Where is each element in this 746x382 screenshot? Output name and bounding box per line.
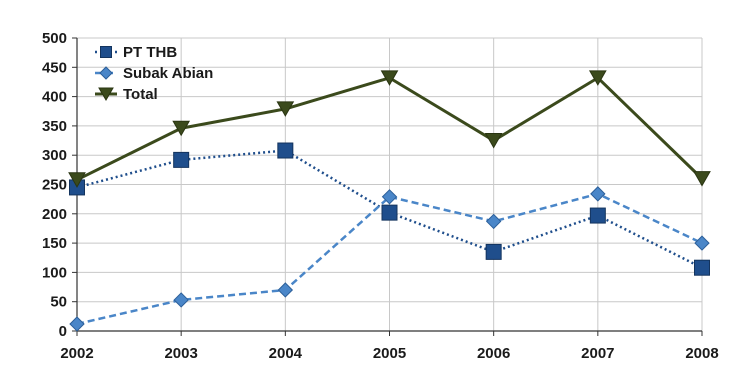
y-tick-label: 400 [42,89,67,106]
x-tick-label: 2008 [685,345,718,362]
data-point-total [68,172,86,188]
legend-marker [98,87,114,101]
legend-item-total: Total [95,86,158,103]
y-tick-label: 250 [42,177,67,194]
legend-label: Total [123,86,158,103]
data-point-subak-abian [381,189,398,205]
data-point-total [693,171,711,187]
data-point-total [380,70,399,86]
x-tick-label: 2003 [164,345,197,362]
data-point-pt-thb [277,142,294,159]
y-tick-label: 300 [42,147,67,164]
data-point-pt-thb [485,243,502,260]
x-tick-label: 2006 [477,345,510,362]
y-tick-label: 0 [59,323,67,340]
legend: PT THB Subak Abian Total [95,44,213,103]
data-point-total [172,120,191,137]
y-tick-label: 450 [42,59,67,76]
legend-item-pt-thb: PT THB [95,44,177,61]
y-tick-label: 200 [42,206,67,223]
data-point-pt-thb [173,151,190,168]
axes: 0 50 100 150 200 250 300 350 400 450 500 2002 2003 20… [42,30,719,362]
y-tick-label: 50 [50,294,67,311]
y-tick-label: 500 [42,30,67,47]
data-point-subak-abian [173,292,189,308]
series-group [68,70,711,332]
data-point-pt-thb [589,207,606,224]
y-tick-label: 100 [42,264,67,281]
data-point-pt-thb [694,259,710,276]
data-point-subak-abian [69,316,85,332]
data-point-subak-abian [485,213,502,230]
data-point-total [276,101,295,117]
x-tick-label: 2002 [60,345,93,362]
data-point-total [588,70,607,86]
series-pt-thb [69,142,710,276]
legend-marker [100,46,112,58]
legend-label: Subak Abian [123,65,213,82]
y-tick-label: 150 [42,235,67,252]
x-tick-label: 2007 [581,345,614,362]
series-subak-abian [69,186,710,332]
data-point-subak-abian [277,282,294,298]
data-point-pt-thb [381,204,398,221]
x-tick-label: 2004 [269,345,303,362]
series-total [68,70,711,188]
data-point-subak-abian [694,235,710,251]
legend-marker [99,66,113,80]
legend-item-subak-abian: Subak Abian [95,65,213,82]
data-point-subak-abian [590,186,606,202]
data-point-total [484,133,503,149]
legend-label: PT THB [123,44,177,61]
y-tick-label: 350 [42,118,67,135]
x-tick-label: 2005 [373,345,406,362]
